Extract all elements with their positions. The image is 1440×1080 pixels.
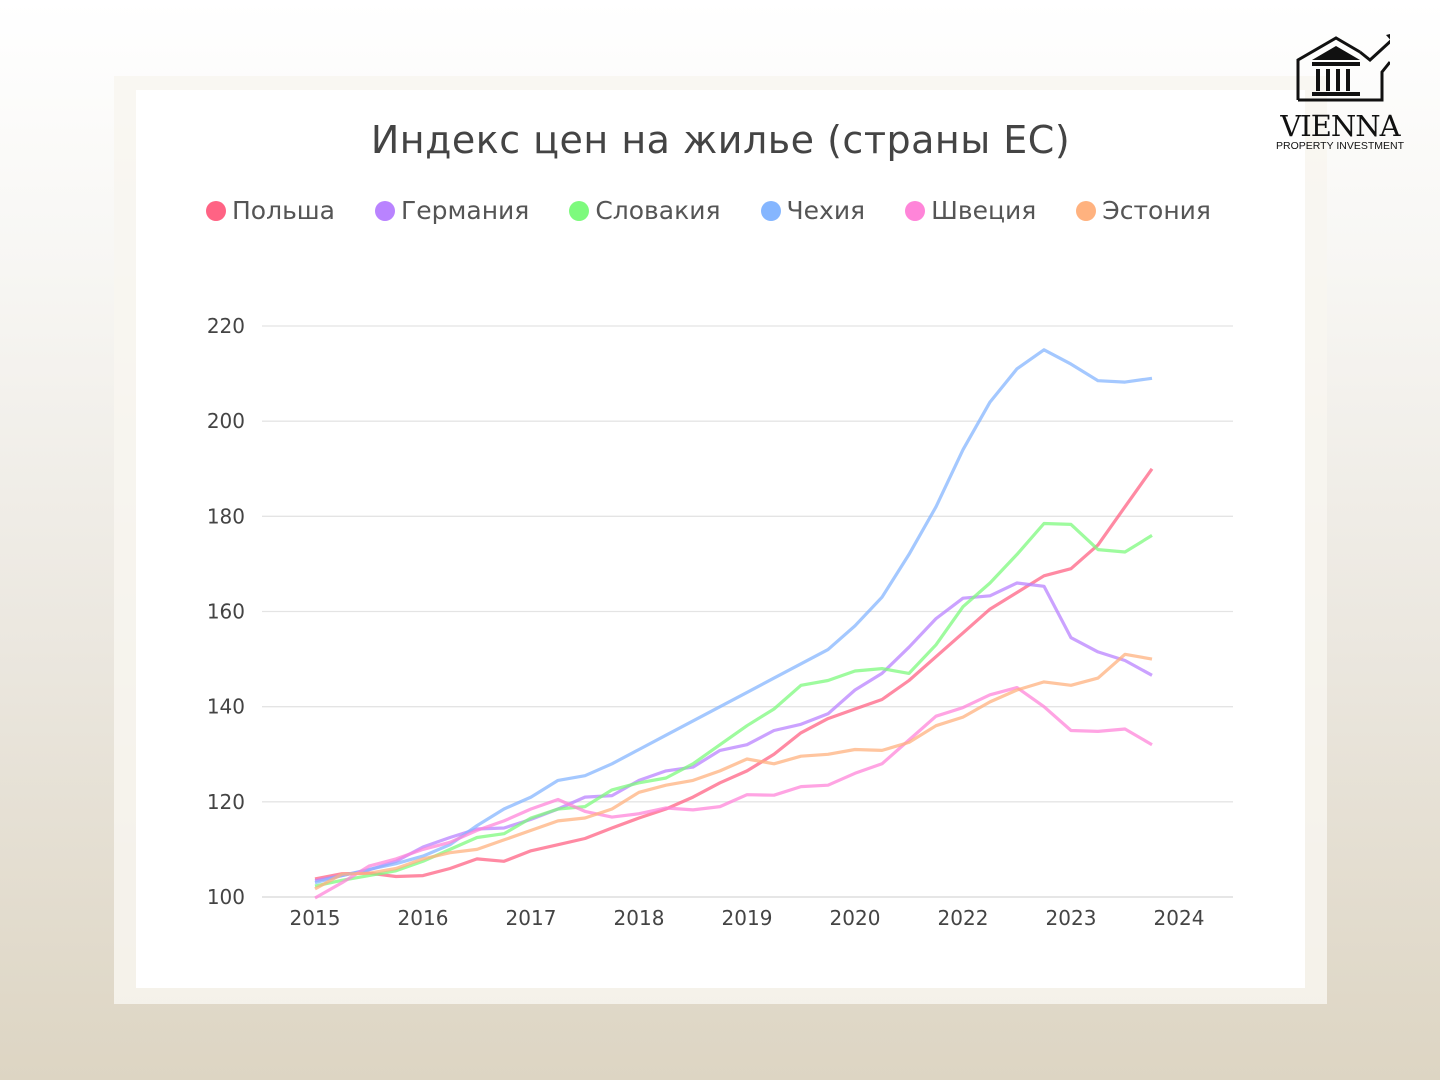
x-tick-label: 2015 [290, 906, 341, 930]
x-tick-label: 2019 [722, 906, 773, 930]
x-tick-label: 2024 [1154, 906, 1205, 930]
y-tick-label: 200 [207, 409, 245, 433]
series-line-2 [314, 581, 1153, 883]
x-tick-label: 2020 [830, 906, 881, 930]
x-tick-label: 2016 [398, 906, 449, 930]
y-tick-label: 120 [207, 790, 245, 814]
logo: VIENNA PROPERTY INVESTMENT [1272, 32, 1408, 152]
series-line-4 [314, 348, 1153, 885]
legend-dot-icon [375, 200, 396, 221]
legend-item[interactable]: Германия [375, 196, 529, 225]
legend-item[interactable]: Польша [206, 196, 335, 225]
legend-item[interactable]: Словакия [569, 196, 721, 225]
x-tick-label: 2018 [614, 906, 665, 930]
series-line-1 [314, 467, 1154, 881]
series-line-3 [314, 521, 1153, 888]
legend-label: Чехия [786, 196, 866, 225]
y-tick-label: 220 [207, 314, 245, 338]
legend-label: Эстония [1102, 196, 1211, 225]
legend-dot-icon [206, 200, 226, 221]
y-tick-label: 180 [207, 504, 245, 528]
x-tick-label: 2022 [938, 906, 989, 930]
legend-item[interactable]: Швеция [905, 196, 1036, 225]
chart-card [136, 90, 1305, 988]
y-tick-label: 100 [207, 885, 245, 909]
legend-dot-icon [1076, 200, 1097, 221]
legend-label: Германия [401, 196, 530, 225]
series-line-5 [314, 685, 1153, 900]
x-tick-label: 2017 [506, 906, 557, 930]
y-tick-label: 160 [207, 600, 245, 624]
legend-label: Швеция [931, 196, 1037, 225]
legend-item[interactable]: Чехия [760, 196, 866, 225]
legend-dot-icon [905, 200, 926, 221]
legend: Польша Германия Словакия Чехия Швеция Эстония [206, 196, 1251, 225]
legend-dot-icon [569, 200, 590, 221]
series-line-6 [314, 652, 1153, 891]
legend-dot-icon [760, 200, 781, 221]
logo-subtitle: PROPERTY INVESTMENT [1276, 140, 1404, 152]
building-arrow-icon [1296, 32, 1398, 102]
logo-name: VIENNA [1280, 109, 1400, 143]
legend-item[interactable]: Эстония [1076, 196, 1211, 225]
legend-label: Польша [232, 196, 336, 225]
legend-label: Словакия [595, 196, 721, 225]
x-tick-label: 2023 [1046, 906, 1097, 930]
y-tick-label: 140 [207, 695, 245, 719]
chart-title: Индекс цен на жилье (страны ЕС) [370, 118, 1071, 162]
